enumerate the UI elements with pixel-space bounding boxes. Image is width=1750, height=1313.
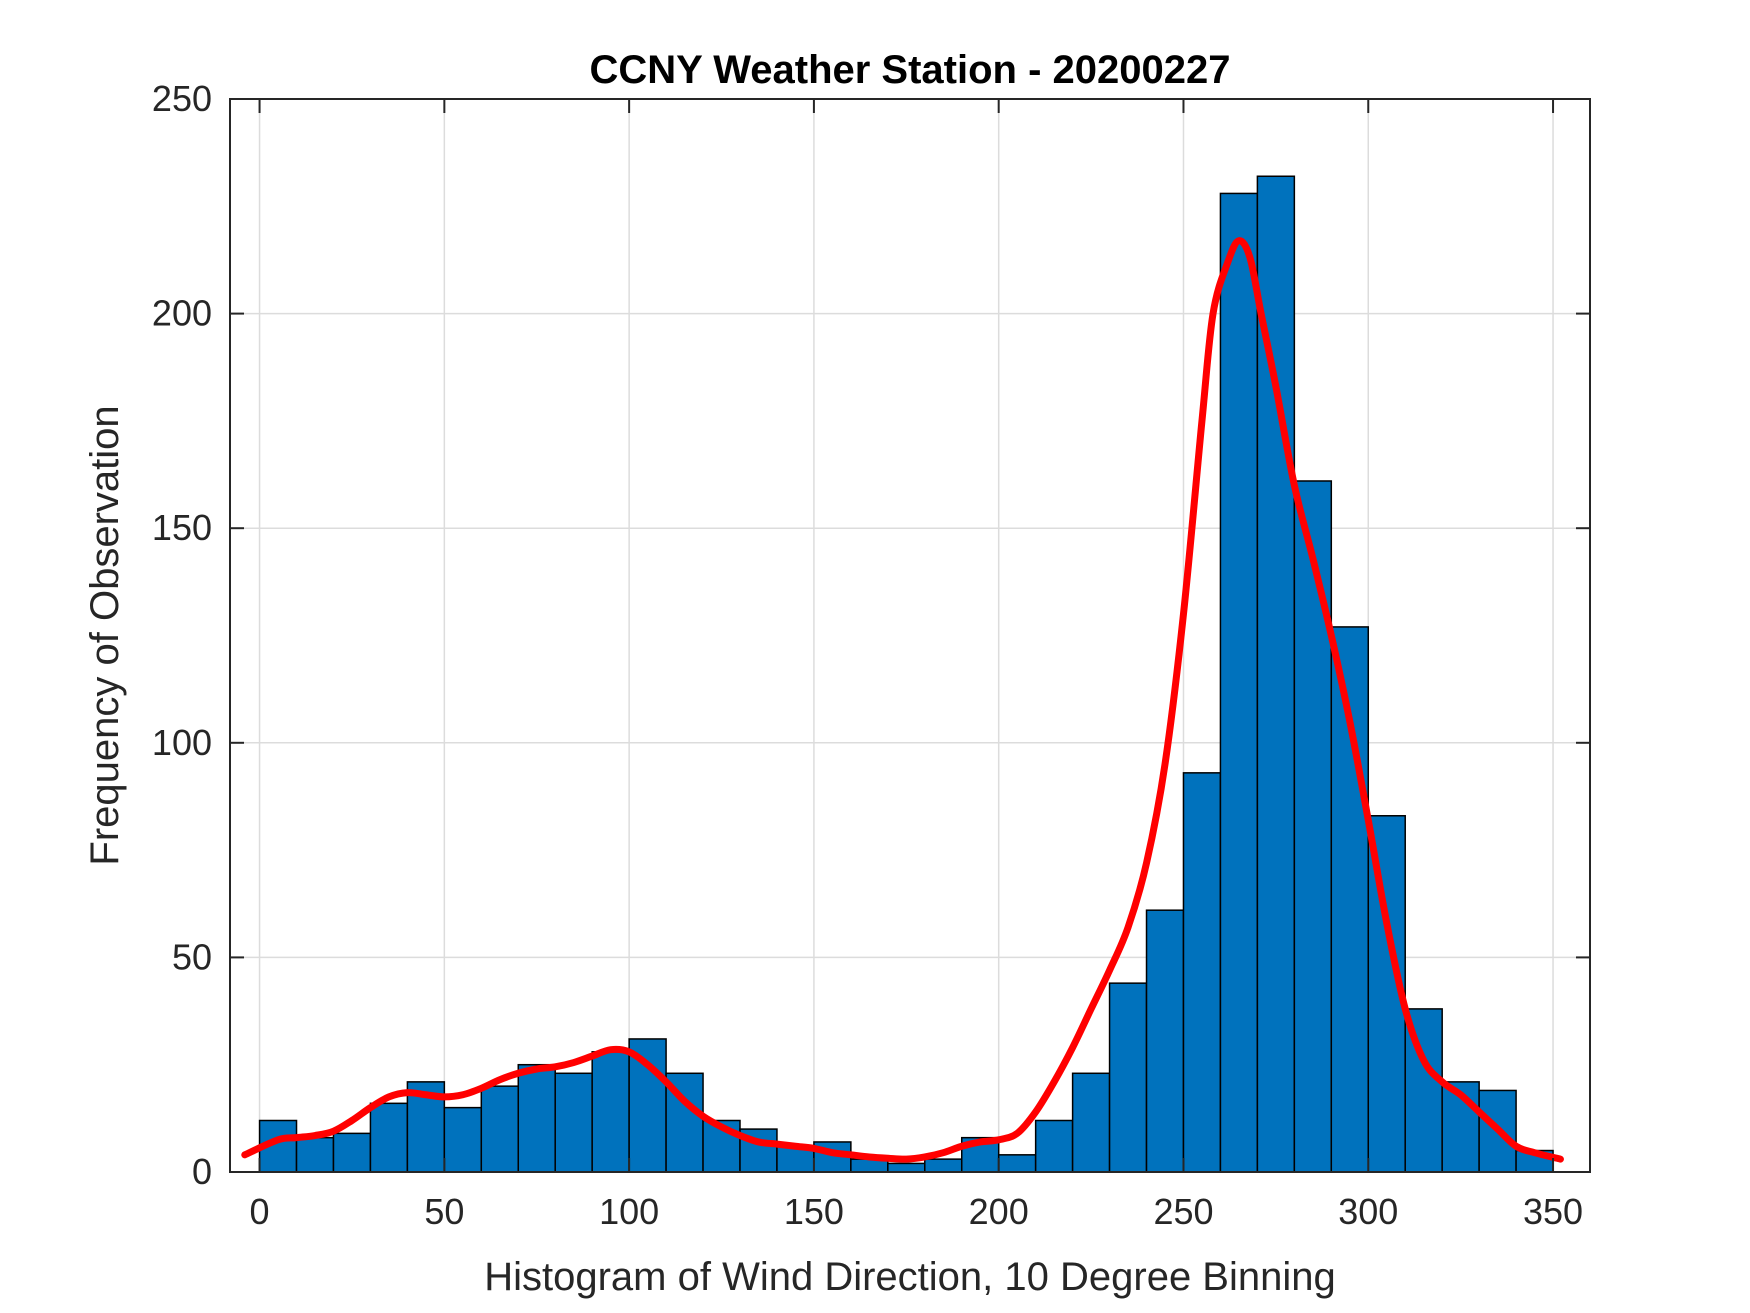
- histogram-bar: [480, 1085, 520, 1173]
- fit-curve-line: [241, 237, 1564, 1163]
- x-axis-label: Histogram of Wind Direction, 10 Degree B…: [484, 1255, 1336, 1299]
- histogram-bar: [1367, 815, 1406, 1173]
- histogram-bar: [1108, 982, 1148, 1173]
- y-tick-labels: 0 50 100 150 200 250: [152, 78, 212, 1192]
- histogram-bar: [1034, 1119, 1074, 1173]
- y-tick-label: 200: [152, 293, 212, 334]
- plot-frame: [229, 98, 1591, 1173]
- x-tick-label: 350: [1523, 1191, 1583, 1232]
- x-tick-label: 200: [969, 1191, 1029, 1232]
- y-tick-label: 150: [152, 507, 212, 548]
- histogram-bar: [443, 1106, 483, 1173]
- histogram-bar: [369, 1102, 409, 1173]
- x-tick-label: 100: [599, 1191, 659, 1232]
- x-tick-label: 50: [424, 1191, 464, 1232]
- histogram-bar: [1071, 1072, 1111, 1173]
- histogram-bar: [554, 1072, 593, 1173]
- x-tick-label: 150: [784, 1191, 844, 1232]
- histogram-bar: [1182, 772, 1222, 1173]
- fit-curve: [241, 237, 1564, 1163]
- histogram-bars: [258, 175, 1554, 1173]
- histogram-bar: [997, 1154, 1037, 1173]
- histogram-bar: [591, 1051, 630, 1173]
- histogram-bar: [924, 1158, 963, 1173]
- x-tick-label: 250: [1153, 1191, 1213, 1232]
- y-tick-label: 250: [152, 78, 212, 119]
- histogram-bar: [887, 1162, 926, 1173]
- y-axis-label: Frequency of Observation: [83, 405, 127, 865]
- histogram-bar: [295, 1136, 335, 1173]
- histogram-bar: [517, 1063, 556, 1173]
- histogram-bar: [1219, 192, 1259, 1173]
- y-tick-label: 50: [172, 936, 212, 977]
- y-tick-label: 0: [192, 1151, 212, 1192]
- chart-title: CCNY Weather Station - 20200227: [590, 48, 1231, 92]
- histogram-bar: [332, 1132, 372, 1173]
- axis-ticks: [230, 98, 1590, 1173]
- x-tick-label: 300: [1338, 1191, 1398, 1232]
- histogram-bar: [1145, 909, 1185, 1173]
- y-tick-label: 100: [152, 722, 212, 763]
- histogram-bar: [1293, 480, 1333, 1173]
- x-tick-label: 0: [250, 1191, 270, 1232]
- x-tick-labels: 0 50 100 150 200 250 300 350: [250, 1191, 1584, 1232]
